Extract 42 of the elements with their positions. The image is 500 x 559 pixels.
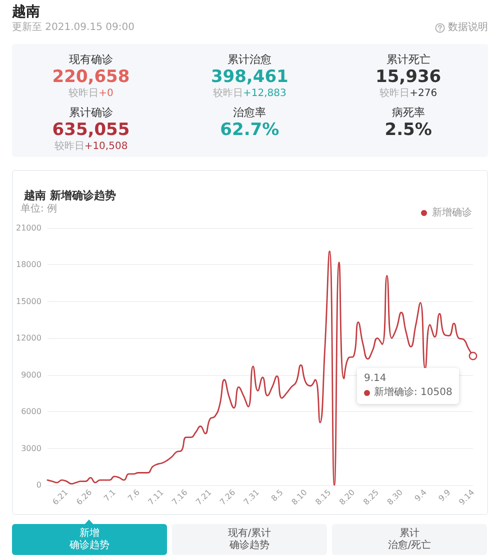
text: 较昨日+12,883: [212, 88, 286, 99]
x-tick-label: 7.6: [126, 488, 142, 504]
text: 62.7%: [219, 120, 280, 141]
text: 治愈/死亡: [388, 540, 432, 552]
text: 15,936: [374, 67, 442, 88]
y-tick-label: 3000: [21, 444, 42, 453]
chart-title: 越南 新增确诊趋势: [23, 189, 116, 202]
annotation: 9.14 新增确诊: 10508: [364, 373, 452, 398]
text: 确诊趋势: [70, 540, 110, 552]
y-tick-label: 18000: [16, 260, 42, 270]
x-tick-label: 9.9: [436, 488, 452, 504]
text: 累计治愈: [226, 53, 273, 67]
text: 220,658: [51, 67, 131, 88]
x-tick-label: 9.4: [413, 488, 428, 504]
legend-label: 新增确诊: [432, 206, 472, 218]
y-tick-label: 15000: [16, 296, 42, 306]
text: 较昨日+10,508: [54, 141, 128, 152]
y-tick-label: 21000: [16, 224, 42, 232]
x-tick-label: 8.5: [270, 488, 285, 504]
text: 新增: [80, 528, 100, 540]
text: 病死率: [390, 106, 426, 120]
x-tick-label: 7.1: [102, 488, 118, 504]
text: 更新至 2021.09.15 09:00: [12, 21, 134, 34]
text: 累计确诊: [68, 106, 114, 120]
text: 现有确诊: [68, 53, 114, 67]
y-tick-label: 12000: [16, 334, 42, 343]
text: 累计: [400, 528, 420, 540]
text: 398,461: [210, 67, 290, 88]
text: 现有/累计: [228, 528, 272, 540]
text: 越南: [12, 3, 40, 21]
y-tick-label: 6000: [21, 407, 42, 416]
text: 治愈率: [232, 106, 268, 120]
text: 635,055: [51, 120, 131, 140]
text: 数据说明: [448, 21, 488, 34]
y-tick-label: 9000: [21, 370, 42, 380]
text: 确诊趋势: [230, 540, 270, 552]
text: 累计死亡: [385, 53, 432, 67]
text: 较昨日+276: [380, 88, 438, 99]
text: 2.5%: [384, 120, 433, 141]
y-axis-title: 单位: 例: [20, 202, 58, 214]
y-tick-label: 0: [36, 480, 42, 490]
text: 较昨日+0: [68, 88, 114, 99]
